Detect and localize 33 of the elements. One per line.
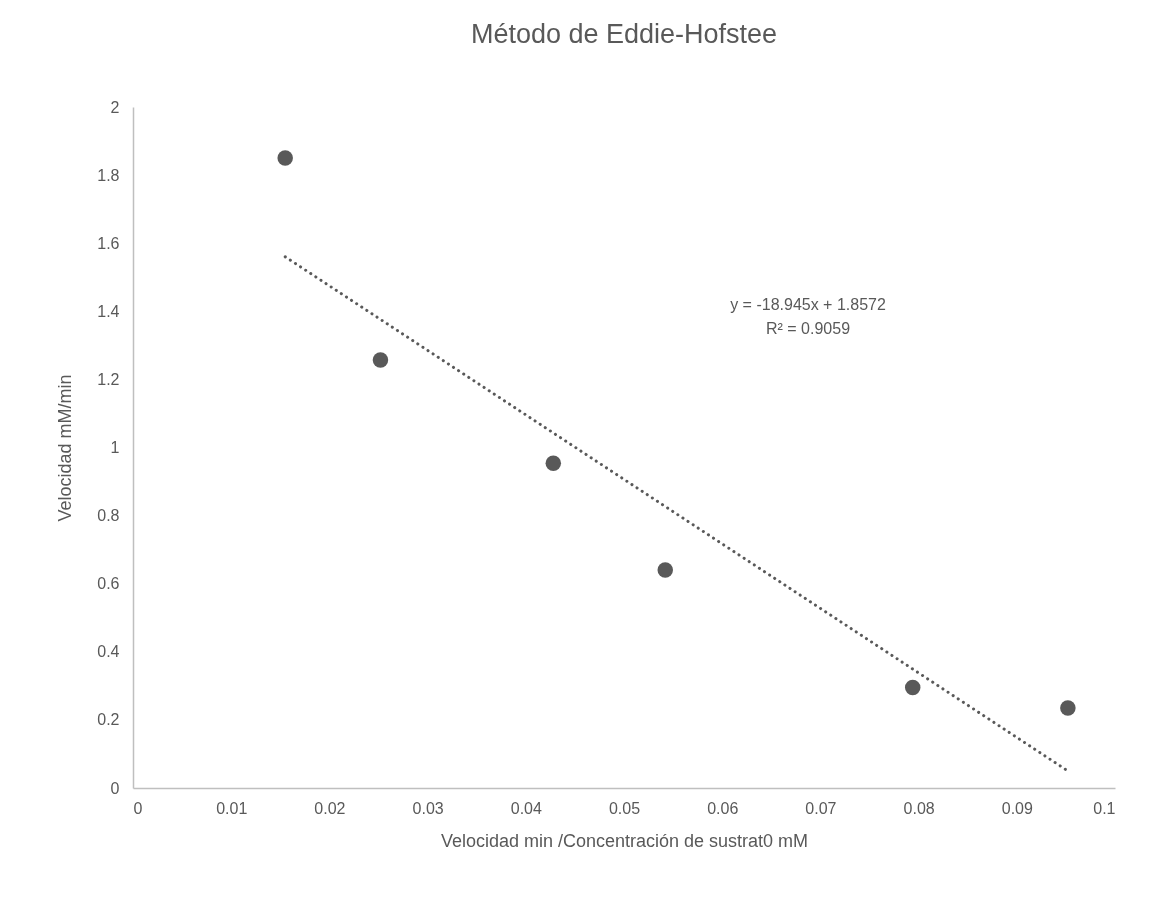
- x-tick-label: 0.08: [903, 799, 935, 817]
- point: [277, 150, 293, 166]
- y-tick-label: 1: [110, 439, 120, 456]
- x-tick-label: 0.09: [1001, 799, 1033, 817]
- y-tick-label: 1.6: [97, 234, 120, 252]
- y-tick-label: 0: [110, 779, 120, 797]
- y-tick-label: 2: [110, 98, 120, 116]
- y-tick-label: 0.8: [97, 507, 120, 525]
- x-tick-label: 0.02: [314, 799, 346, 817]
- y-tick-label: 1.4: [97, 302, 120, 320]
- x-tick-label: 0.04: [510, 799, 542, 817]
- x-tick-label: 0.07: [805, 799, 837, 817]
- point: [904, 679, 921, 696]
- chart-title: Método de Eddie-Hofstee: [470, 19, 778, 49]
- x-tick-label: 0.06: [707, 799, 739, 817]
- y-axis-title: Velocidad mM/min: [55, 374, 76, 522]
- annotation: y = -18.945x + 1.8572: [730, 296, 886, 313]
- x-axis-title: Velocidad min /Concentración de sustrat0 mM: [440, 830, 809, 851]
- y-tick-label: 0.4: [97, 643, 120, 661]
- point: [657, 562, 673, 578]
- point: [1060, 700, 1076, 716]
- point: [372, 352, 389, 368]
- x-tick-label: 0.03: [412, 799, 444, 817]
- x-tick-label: 0.1: [1093, 799, 1116, 817]
- y-tick-label: 0.6: [97, 575, 120, 593]
- annotation: R² = 0.9059: [765, 320, 851, 337]
- y-tick-label: 1.2: [97, 370, 120, 388]
- x-tick-label: 0.01: [216, 799, 248, 817]
- x-tick-label: 0: [133, 799, 143, 817]
- y-tick-label: 1.8: [97, 166, 120, 184]
- point: [545, 455, 562, 471]
- y-tick-label: 0.2: [97, 711, 120, 729]
- x-tick-label: 0.05: [608, 799, 641, 817]
